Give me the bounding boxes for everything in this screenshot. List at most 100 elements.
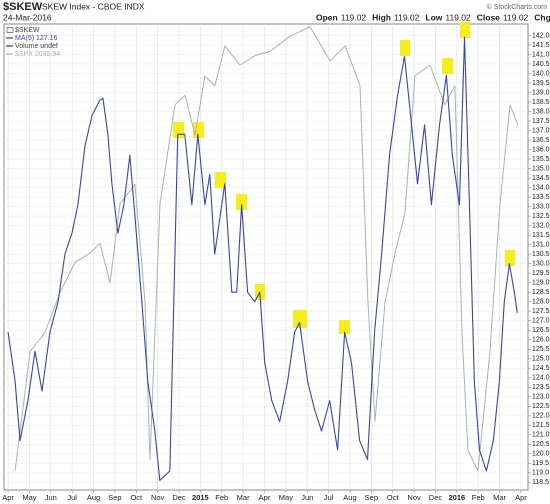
quote-value: 119.02	[341, 12, 367, 22]
y-tick-label: 136.0	[532, 146, 550, 153]
x-tick-label: Dec	[172, 493, 186, 502]
y-tick-label: 127.0	[532, 318, 550, 325]
y-tick-label: 122.5	[532, 403, 550, 410]
x-tick-label: 2016	[448, 493, 465, 502]
y-tick-label: 133.0	[532, 203, 550, 210]
y-tick-label: 123.0	[532, 394, 550, 401]
y-tick-label: 124.5	[532, 365, 550, 372]
plot-frame	[3, 23, 529, 491]
legend-label: Volume undef	[15, 43, 58, 50]
x-tick-label: Sep	[108, 493, 121, 502]
y-tick-label: 138.5	[532, 99, 550, 106]
credit: © StockCharts.com	[487, 3, 548, 11]
highlight	[173, 122, 184, 138]
x-tick-label: Feb	[215, 493, 228, 502]
highlight	[193, 122, 204, 138]
x-tick-label: May	[22, 493, 36, 502]
x-tick-label: Jul	[67, 493, 77, 502]
highlights	[173, 22, 515, 334]
y-tick-label: 141.5	[532, 42, 550, 49]
x-tick-label: Jun	[301, 493, 313, 502]
x-tick-label: May	[279, 493, 293, 502]
legend-icon	[6, 27, 14, 33]
series-line	[14, 26, 519, 472]
x-tick-label: Mar	[237, 493, 250, 502]
x-tick-label: Jun	[45, 493, 57, 502]
y-tick-label: 135.0	[532, 165, 550, 172]
y-tick-label: 119.0	[532, 470, 549, 477]
y-tick-label: 132.0	[532, 222, 550, 229]
y-tick-label: 140.5	[532, 61, 550, 68]
x-tick-label: Dec	[429, 493, 443, 502]
x-tick-label: Oct	[130, 493, 143, 502]
x-tick-label: Aug	[343, 493, 356, 502]
y-tick-label: 127.5	[532, 308, 550, 315]
y-tick-label: 119.5	[532, 460, 549, 467]
highlight	[400, 40, 410, 56]
quote-label: Low	[425, 12, 442, 22]
x-tick-label: Oct	[387, 493, 400, 502]
y-tick-label: 125.5	[532, 346, 550, 353]
legend-label: $SPX 2035.94	[15, 51, 60, 58]
y-tick-label: 126.5	[532, 327, 550, 334]
quote-label: Open	[316, 12, 338, 22]
series-line	[7, 36, 518, 482]
y-tick-label: 140.0	[532, 70, 550, 77]
x-tick-label: Sep	[365, 493, 378, 502]
y-tick-label: 130.5	[532, 251, 550, 258]
y-tick-label: 139.5	[532, 80, 550, 87]
chart-title: SKEW Index - CBOE INDX	[42, 1, 145, 11]
quote-value: 119.02	[503, 12, 529, 22]
y-tick-label: 138.0	[532, 108, 550, 115]
y-tick-label: 121.5	[532, 422, 550, 429]
x-tick-label: Apr	[2, 493, 14, 502]
y-tick-label: 131.5	[532, 232, 550, 239]
y-tick-label: 121.0	[532, 432, 550, 439]
y-tick-label: 122.0	[532, 413, 550, 420]
highlight	[215, 172, 226, 188]
y-tick-label: 128.0	[532, 299, 550, 306]
y-tick-label: 129.5	[532, 270, 550, 277]
y-tick-label: 118.5	[532, 479, 549, 486]
y-tick-label: 129.0	[532, 280, 550, 287]
quote-label: High	[372, 12, 391, 22]
x-tick-label: Nov	[407, 493, 421, 502]
date: 24-Mar-2016	[3, 12, 52, 22]
y-tick-label: 132.5	[532, 213, 550, 220]
y-tick-label: 137.0	[532, 127, 550, 134]
y-tick-label: 123.5	[532, 384, 550, 391]
y-tick-label: 137.5	[532, 118, 550, 125]
y-tick-label: 142.0	[532, 32, 550, 39]
y-tick-label: 141.0	[532, 51, 550, 58]
x-tick-label: Feb	[472, 493, 485, 502]
quote-label: Chg	[534, 12, 550, 22]
y-tick-label: 130.0	[532, 261, 550, 268]
quote-value: 119.02	[394, 12, 420, 22]
y-tick-label: 120.5	[532, 441, 550, 448]
y-tick-label: 125.0	[532, 356, 550, 363]
highlight	[442, 58, 453, 74]
y-tick-label: 136.5	[532, 137, 550, 144]
highlight	[505, 250, 515, 266]
x-tick-label: Jul	[324, 493, 334, 502]
x-tick-label: Mar	[493, 493, 506, 502]
highlight	[293, 310, 307, 328]
y-tick-label: 128.5	[532, 289, 550, 296]
y-tick-label: 133.5	[532, 194, 550, 201]
y-tick-label: 120.0	[532, 451, 550, 458]
y-tick-label: 135.5	[532, 156, 550, 163]
symbol: $SKEW	[3, 1, 43, 13]
x-tick-label: 2015	[192, 493, 209, 502]
highlight	[460, 22, 470, 38]
legend-label: MA(5) 127.16	[15, 35, 58, 42]
x-tick-label: Apr	[515, 493, 527, 502]
x-tick-label: Apr	[259, 493, 271, 502]
y-tick-label: 124.0	[532, 375, 550, 382]
x-tick-label: Aug	[87, 493, 100, 502]
quote-label: Close	[477, 12, 500, 22]
highlight	[339, 320, 350, 334]
quote-value: 119.02	[445, 12, 471, 22]
quote: Open 119.02 High 119.02 Low 119.02 Close 119.02…	[316, 12, 550, 22]
